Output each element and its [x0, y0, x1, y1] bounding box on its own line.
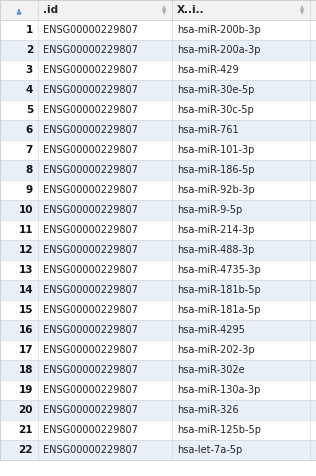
Text: X..i..: X..i..: [177, 5, 205, 15]
Text: ENSG00000229807: ENSG00000229807: [43, 65, 138, 75]
Bar: [0, 180, 316, 200]
Bar: [0, 120, 316, 140]
Text: ▲: ▲: [300, 5, 304, 10]
Text: 7: 7: [26, 145, 33, 155]
Text: ENSG00000229807: ENSG00000229807: [43, 305, 138, 315]
Text: 14: 14: [18, 285, 33, 295]
Bar: [0, 340, 316, 360]
Text: ENSG00000229807: ENSG00000229807: [43, 285, 138, 295]
Text: 17: 17: [18, 345, 33, 355]
Text: ENSG00000229807: ENSG00000229807: [43, 385, 138, 395]
Text: ENSG00000229807: ENSG00000229807: [43, 45, 138, 55]
Text: ENSG00000229807: ENSG00000229807: [43, 245, 138, 255]
Text: ENSG00000229807: ENSG00000229807: [43, 85, 138, 95]
Text: hsa-miR-326: hsa-miR-326: [177, 405, 239, 415]
Text: hsa-miR-4735-3p: hsa-miR-4735-3p: [177, 265, 261, 275]
Text: hsa-miR-4295: hsa-miR-4295: [177, 325, 245, 335]
Text: 12: 12: [19, 245, 33, 255]
Text: 19: 19: [19, 385, 33, 395]
Text: 13: 13: [19, 265, 33, 275]
Text: 5: 5: [26, 105, 33, 115]
Text: hsa-miR-9-5p: hsa-miR-9-5p: [177, 205, 242, 215]
Text: 18: 18: [19, 365, 33, 375]
Text: 2: 2: [26, 45, 33, 55]
Text: ENSG00000229807: ENSG00000229807: [43, 25, 138, 35]
Text: ▼: ▼: [162, 10, 166, 15]
Text: ENSG00000229807: ENSG00000229807: [43, 365, 138, 375]
Text: ENSG00000229807: ENSG00000229807: [43, 345, 138, 355]
Text: hsa-miR-181b-5p: hsa-miR-181b-5p: [177, 285, 261, 295]
Text: 16: 16: [19, 325, 33, 335]
Text: hsa-miR-92b-3p: hsa-miR-92b-3p: [177, 185, 255, 195]
Bar: [0, 80, 316, 100]
Text: 4: 4: [26, 85, 33, 95]
Bar: [0, 0, 316, 20]
Text: ENSG00000229807: ENSG00000229807: [43, 425, 138, 435]
Text: ENSG00000229807: ENSG00000229807: [43, 205, 138, 215]
Bar: [0, 100, 316, 120]
Bar: [0, 440, 316, 460]
Text: ▲: ▲: [162, 5, 166, 10]
Bar: [0, 320, 316, 340]
Text: ENSG00000229807: ENSG00000229807: [43, 105, 138, 115]
Text: hsa-miR-200b-3p: hsa-miR-200b-3p: [177, 25, 261, 35]
Bar: [0, 400, 316, 420]
Bar: [0, 260, 316, 280]
Text: hsa-miR-429: hsa-miR-429: [177, 65, 239, 75]
Text: 3: 3: [26, 65, 33, 75]
Text: hsa-miR-186-5p: hsa-miR-186-5p: [177, 165, 254, 175]
Bar: [0, 300, 316, 320]
Text: ENSG00000229807: ENSG00000229807: [43, 405, 138, 415]
Text: .id: .id: [43, 5, 58, 15]
Text: hsa-miR-200a-3p: hsa-miR-200a-3p: [177, 45, 260, 55]
Bar: [0, 380, 316, 400]
Bar: [0, 20, 316, 40]
Bar: [0, 280, 316, 300]
Bar: [0, 140, 316, 160]
Text: 22: 22: [19, 445, 33, 455]
Text: hsa-miR-30c-5p: hsa-miR-30c-5p: [177, 105, 254, 115]
Text: ENSG00000229807: ENSG00000229807: [43, 265, 138, 275]
Text: 9: 9: [26, 185, 33, 195]
Bar: [0, 40, 316, 60]
Text: hsa-miR-30e-5p: hsa-miR-30e-5p: [177, 85, 254, 95]
Text: hsa-miR-125b-5p: hsa-miR-125b-5p: [177, 425, 261, 435]
Bar: [0, 60, 316, 80]
Bar: [0, 360, 316, 380]
Text: 1: 1: [26, 25, 33, 35]
Text: hsa-miR-761: hsa-miR-761: [177, 125, 239, 135]
Text: ENSG00000229807: ENSG00000229807: [43, 145, 138, 155]
Text: 8: 8: [26, 165, 33, 175]
Text: hsa-miR-181a-5p: hsa-miR-181a-5p: [177, 305, 260, 315]
Text: 6: 6: [26, 125, 33, 135]
Text: hsa-miR-202-3p: hsa-miR-202-3p: [177, 345, 255, 355]
Bar: [0, 220, 316, 240]
Text: ENSG00000229807: ENSG00000229807: [43, 165, 138, 175]
Bar: [0, 420, 316, 440]
Text: hsa-miR-302e: hsa-miR-302e: [177, 365, 245, 375]
Text: ENSG00000229807: ENSG00000229807: [43, 185, 138, 195]
Text: hsa-miR-488-3p: hsa-miR-488-3p: [177, 245, 254, 255]
Text: 21: 21: [19, 425, 33, 435]
Text: hsa-let-7a-5p: hsa-let-7a-5p: [177, 445, 242, 455]
Text: ENSG00000229807: ENSG00000229807: [43, 225, 138, 235]
Text: hsa-miR-214-3p: hsa-miR-214-3p: [177, 225, 254, 235]
Text: ▼: ▼: [300, 10, 304, 15]
Text: 11: 11: [19, 225, 33, 235]
Text: hsa-miR-130a-3p: hsa-miR-130a-3p: [177, 385, 260, 395]
Text: ENSG00000229807: ENSG00000229807: [43, 445, 138, 455]
Bar: [0, 240, 316, 260]
Text: hsa-miR-101-3p: hsa-miR-101-3p: [177, 145, 254, 155]
Bar: [0, 200, 316, 220]
Text: 20: 20: [19, 405, 33, 415]
Text: 10: 10: [19, 205, 33, 215]
Text: 15: 15: [19, 305, 33, 315]
Text: ENSG00000229807: ENSG00000229807: [43, 325, 138, 335]
Bar: [0, 160, 316, 180]
Text: ENSG00000229807: ENSG00000229807: [43, 125, 138, 135]
